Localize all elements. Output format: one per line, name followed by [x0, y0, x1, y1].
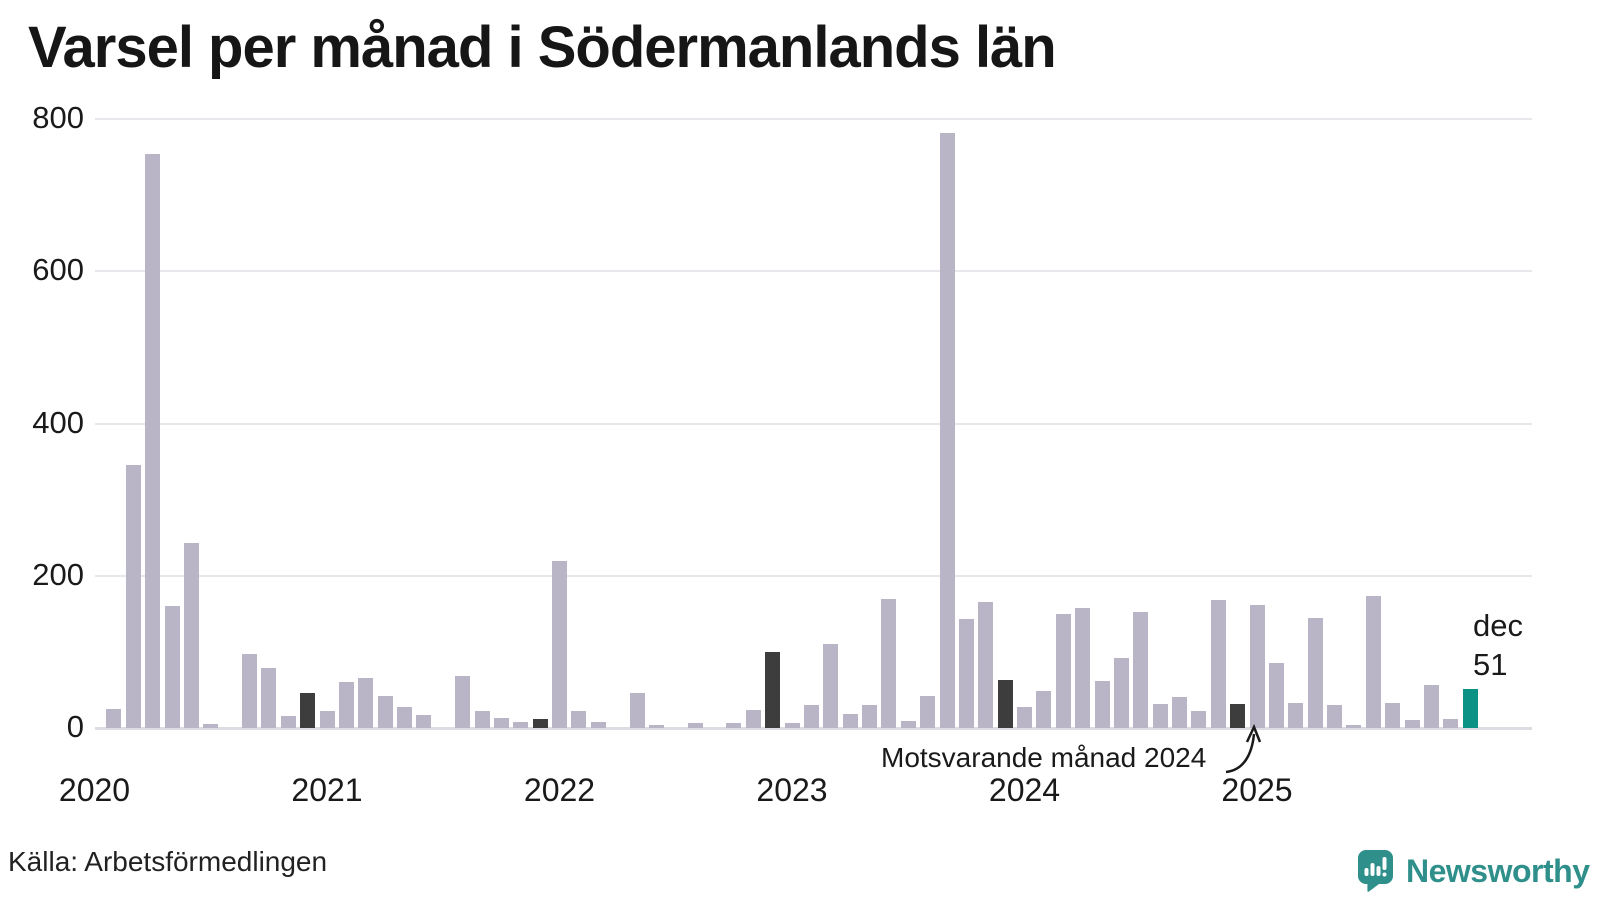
y-tick-label-0: 0: [66, 708, 84, 744]
source-label: Källa: Arbetsförmedlingen: [8, 846, 328, 877]
bar-2024-maj: [1094, 680, 1110, 728]
bar-2025-maj: [1327, 705, 1342, 728]
bar-2025-aug: [1385, 702, 1401, 728]
bar-2021-jan: [319, 711, 335, 728]
bar-2022-nov: [745, 710, 761, 728]
bar-2024-feb: [1036, 690, 1052, 728]
bar-2023-jul: [900, 721, 916, 728]
current-month-label: dec 51: [1473, 606, 1523, 684]
bar-2024-aug: [1152, 703, 1168, 728]
bar-2025-jun: [1346, 724, 1362, 728]
x-axis-year-label-2025: 2025: [1221, 772, 1293, 808]
bar-2025-mar: [1288, 702, 1304, 728]
gridline-y-600: [95, 270, 1532, 273]
bar-2024-jul: [1133, 612, 1149, 728]
annotation-label: Motsvarande månad 2024: [881, 742, 1207, 773]
bar-2023-feb: [803, 705, 819, 728]
y-tick-label-400: 400: [32, 404, 84, 440]
bar-2023-apr: [842, 713, 858, 728]
newsworthy-logo: Newsworthy: [1358, 850, 1590, 892]
bar-2020-apr: [145, 154, 161, 728]
bar-2021-apr: [377, 696, 393, 728]
bar-2025-jul: [1365, 596, 1381, 728]
x-axis-year-label-2023: 2023: [756, 772, 828, 808]
bar-2020-jun: [183, 543, 199, 728]
bar-2022-dec: [765, 651, 781, 728]
annotation-arrow-icon: [1225, 723, 1262, 774]
x-axis-year-label-2022: 2022: [523, 772, 596, 808]
bar-2024-nov: [1210, 600, 1226, 728]
gridline-y-200: [95, 574, 1532, 577]
bar-2025-apr: [1307, 618, 1323, 728]
bar-2022-maj: [629, 692, 645, 728]
gridline-y-0: [95, 727, 1532, 730]
bar-2023-dec: [997, 680, 1013, 728]
bar-2024-jun: [1113, 657, 1129, 728]
bar-2022-jun: [648, 724, 664, 728]
bar-2025-dec: [1462, 689, 1478, 728]
bar-2023-mar: [823, 644, 839, 728]
bar-2021-maj: [397, 707, 412, 728]
bar-2021-feb: [338, 682, 354, 728]
current-month-value: 51: [1473, 647, 1508, 682]
bar-2023-aug: [920, 696, 936, 728]
bar-2022-jan: [552, 560, 567, 728]
bar-2021-jun: [416, 715, 432, 728]
x-axis-year-label-2021: 2021: [291, 772, 363, 808]
bar-2020-feb: [106, 708, 122, 728]
bar-2024-apr: [1075, 608, 1091, 728]
current-month-name: dec: [1473, 608, 1523, 643]
newsworthy-wordmark: Newsworthy: [1406, 852, 1590, 889]
bar-2023-okt: [958, 619, 974, 728]
bar-2020-dec: [300, 692, 316, 728]
bar-2020-jul: [203, 724, 219, 728]
bar-2020-maj: [164, 606, 180, 728]
bar-2024-okt: [1191, 711, 1207, 728]
bar-2024-sep: [1172, 696, 1187, 728]
bar-2022-okt: [726, 722, 742, 728]
x-axis-year-label-2020: 2020: [58, 772, 131, 808]
bar-2025-okt: [1423, 684, 1439, 728]
bar-2023-jun: [881, 598, 897, 728]
bar-2022-feb: [571, 711, 587, 728]
bar-2024-jan: [1017, 707, 1032, 728]
bar-2021-nov: [513, 721, 529, 728]
x-axis-year-label-2024: 2024: [988, 772, 1061, 808]
gridline-y-800: [95, 118, 1532, 120]
bar-2023-jan: [784, 722, 800, 728]
bar-2025-sep: [1404, 720, 1420, 728]
bar-2022-mar: [590, 721, 606, 728]
y-tick-label-600: 600: [32, 252, 84, 288]
bar-2023-maj: [862, 705, 877, 728]
y-tick-label-200: 200: [32, 556, 84, 592]
bar-2021-aug: [455, 676, 471, 728]
bar-2023-sep: [939, 132, 955, 728]
bar-2021-mar: [358, 677, 374, 728]
bar-2022-aug: [687, 723, 703, 728]
bar-2020-sep: [242, 654, 257, 728]
bar-2025-jan: [1249, 604, 1265, 728]
bar-2025-nov: [1443, 718, 1459, 728]
bar-2021-okt: [493, 718, 509, 728]
bar-chart-plot-area: 0 200 400 600 800 2020 2021 2022 2023 2024 2025: [32, 99, 1532, 808]
bar-2024-dec: [1230, 703, 1246, 728]
bar-2021-dec: [532, 718, 548, 728]
bar-2020-nov: [280, 715, 296, 728]
newsworthy-icon: [1358, 850, 1393, 892]
bar-2020-mar: [125, 465, 141, 728]
bar-2024-mar: [1055, 613, 1071, 728]
bar-2023-nov: [978, 601, 994, 728]
gridline-y-400: [95, 422, 1532, 425]
bar-2020-okt: [261, 667, 277, 728]
y-tick-label-800: 800: [32, 99, 84, 135]
bar-2025-feb: [1268, 663, 1284, 728]
bar-2021-sep: [474, 711, 490, 728]
page-title: Varsel per månad i Södermanlands län: [28, 15, 1057, 80]
